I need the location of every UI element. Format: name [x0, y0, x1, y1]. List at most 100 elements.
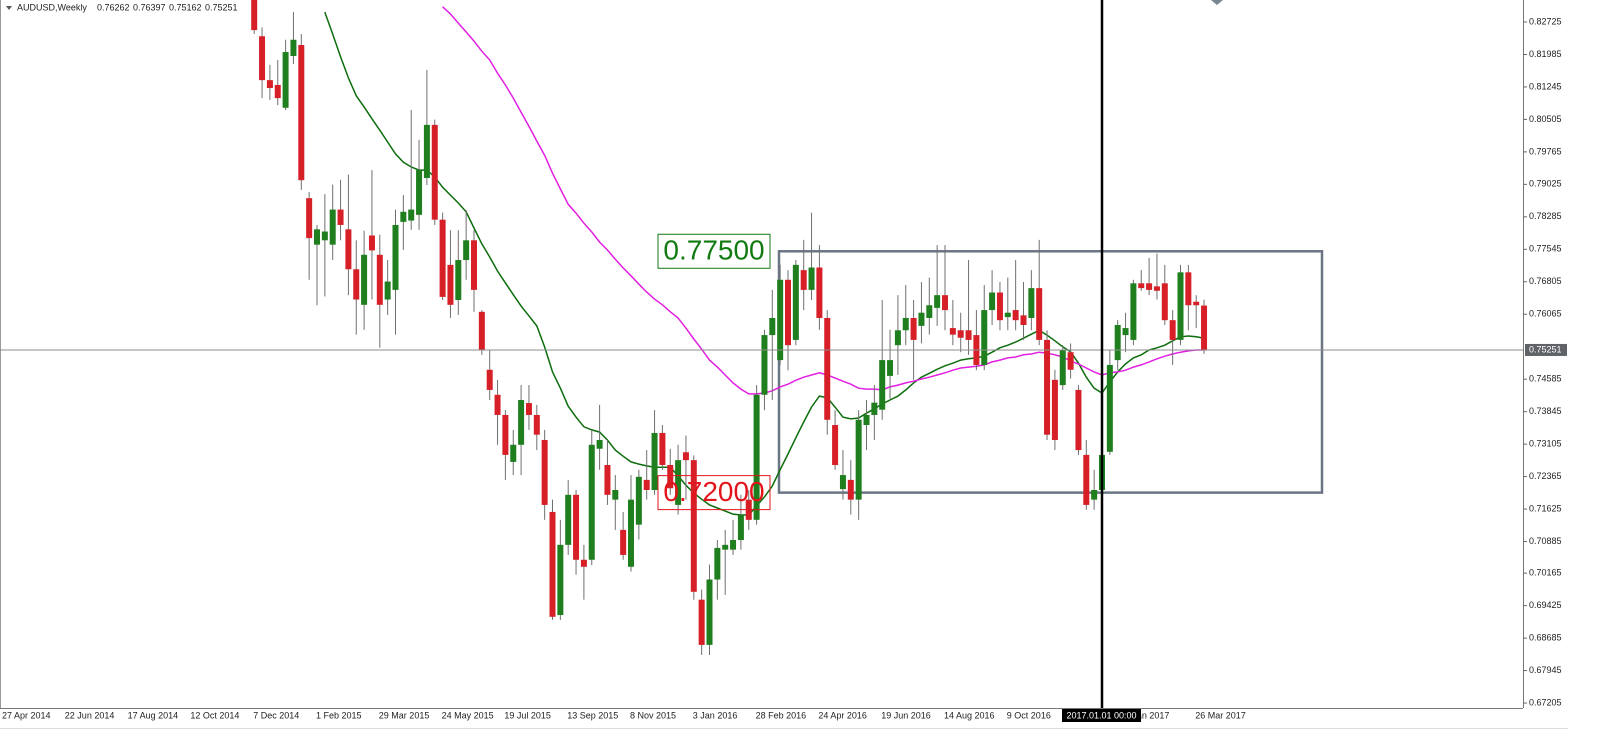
candle-body — [455, 260, 462, 300]
candle-body — [1122, 328, 1129, 336]
y-tick-label: 0.73845 — [1529, 406, 1562, 416]
candle-body — [361, 254, 368, 305]
candle-body — [855, 419, 862, 500]
candle-body — [942, 295, 948, 311]
candle-body — [447, 264, 454, 305]
candle-body — [266, 80, 273, 89]
candle-body — [525, 403, 532, 415]
candle-body — [769, 317, 776, 336]
y-tick-label: 0.82725 — [1529, 16, 1562, 26]
y-tick-label: 0.79025 — [1529, 179, 1562, 189]
candle-body — [698, 599, 705, 645]
candle-body — [274, 84, 281, 99]
y-tick-label: 0.81245 — [1529, 81, 1562, 91]
candle-body — [957, 330, 964, 338]
header-low: 0.75162 — [169, 2, 202, 12]
candle-body — [251, 0, 258, 31]
candle-body — [643, 479, 650, 490]
candle-body — [392, 224, 399, 290]
crosshair-label: 2017.01.01 00:00 — [1066, 710, 1136, 720]
y-tick-label: 0.67205 — [1529, 697, 1562, 707]
candle-body — [345, 229, 352, 270]
candle-body — [329, 209, 336, 245]
candle-body — [934, 295, 941, 308]
candle-body — [298, 45, 305, 181]
candle-body — [651, 432, 658, 490]
candle-body — [1044, 339, 1051, 435]
candle-body — [1130, 283, 1137, 340]
level-label: 0.72000 — [663, 476, 764, 507]
x-tick-label: 7 Dec 2014 — [253, 710, 299, 720]
candle-body — [314, 229, 320, 245]
x-tick-label: 3 Jan 2016 — [693, 710, 738, 720]
candle-body — [471, 240, 477, 290]
y-tick-label: 0.79765 — [1529, 146, 1562, 156]
candle-body — [565, 494, 572, 545]
candle-body — [1146, 283, 1153, 290]
candle-body — [478, 311, 485, 351]
x-tick-label: 26 Mar 2017 — [1195, 710, 1246, 720]
candle-body — [824, 317, 831, 420]
y-tick-label: 0.70885 — [1529, 536, 1562, 546]
y-tick-label: 0.78285 — [1529, 211, 1562, 221]
candle-body — [1067, 352, 1074, 370]
candle-body — [949, 328, 956, 335]
level-label-box — [657, 233, 771, 269]
candle-body — [1169, 320, 1176, 340]
candle-body — [494, 394, 501, 415]
candle-body — [839, 475, 846, 490]
candle-body — [981, 310, 988, 365]
candle-body — [1075, 389, 1082, 451]
candle-body — [518, 400, 525, 445]
candle-body — [1138, 283, 1145, 289]
candle-body — [604, 464, 611, 495]
y-tick-label: 0.73105 — [1529, 439, 1562, 449]
x-tick-label: 19 Jul 2015 — [504, 710, 551, 720]
candle-body — [423, 124, 430, 178]
candle-body — [1177, 272, 1184, 340]
y-tick-label: 0.71625 — [1529, 503, 1562, 513]
y-tick-label: 0.76805 — [1529, 276, 1562, 286]
candle-body — [737, 515, 744, 541]
x-tick-label: 24 May 2015 — [442, 710, 494, 720]
candle-body — [384, 281, 391, 300]
candle-body — [706, 579, 713, 645]
candle-body — [628, 499, 634, 567]
x-tick-label: 8 Nov 2015 — [630, 710, 676, 720]
candle-body — [541, 439, 548, 505]
candle-body — [1091, 489, 1098, 500]
x-tick-label: 27 Apr 2014 — [2, 710, 51, 720]
header-close: 0.75251 — [205, 2, 238, 12]
candle-body — [800, 270, 807, 290]
moving-average-line — [442, 6, 1204, 395]
candle-body — [1051, 379, 1058, 440]
candle-body — [847, 479, 854, 500]
candle-body — [1106, 364, 1113, 452]
candle-body — [667, 464, 674, 489]
candle-body — [1012, 310, 1019, 321]
candle-body — [1020, 315, 1027, 325]
candle-body — [682, 452, 689, 461]
header-high: 0.76397 — [133, 2, 166, 12]
y-tick-label: 0.70165 — [1529, 568, 1562, 578]
y-tick-label: 0.69425 — [1529, 600, 1562, 610]
candle-body — [918, 312, 925, 326]
y-tick-label: 0.67945 — [1529, 665, 1562, 675]
candle-body — [675, 460, 682, 505]
candle-body — [659, 432, 666, 465]
candle-body — [408, 209, 415, 221]
candle-body — [753, 394, 760, 520]
candle-body — [1059, 350, 1066, 386]
candle-body — [588, 444, 595, 560]
candle-body — [282, 52, 289, 108]
x-tick-label: 13 Sep 2015 — [567, 710, 618, 720]
level-label-box — [657, 475, 771, 511]
candle-body — [1153, 286, 1160, 291]
chart-title: AUDUSD,Weekly — [17, 2, 87, 12]
x-tick-label: 24 Apr 2016 — [818, 710, 867, 720]
candle-body — [792, 264, 799, 340]
candle-body — [1036, 288, 1043, 340]
candle-body — [463, 240, 470, 261]
